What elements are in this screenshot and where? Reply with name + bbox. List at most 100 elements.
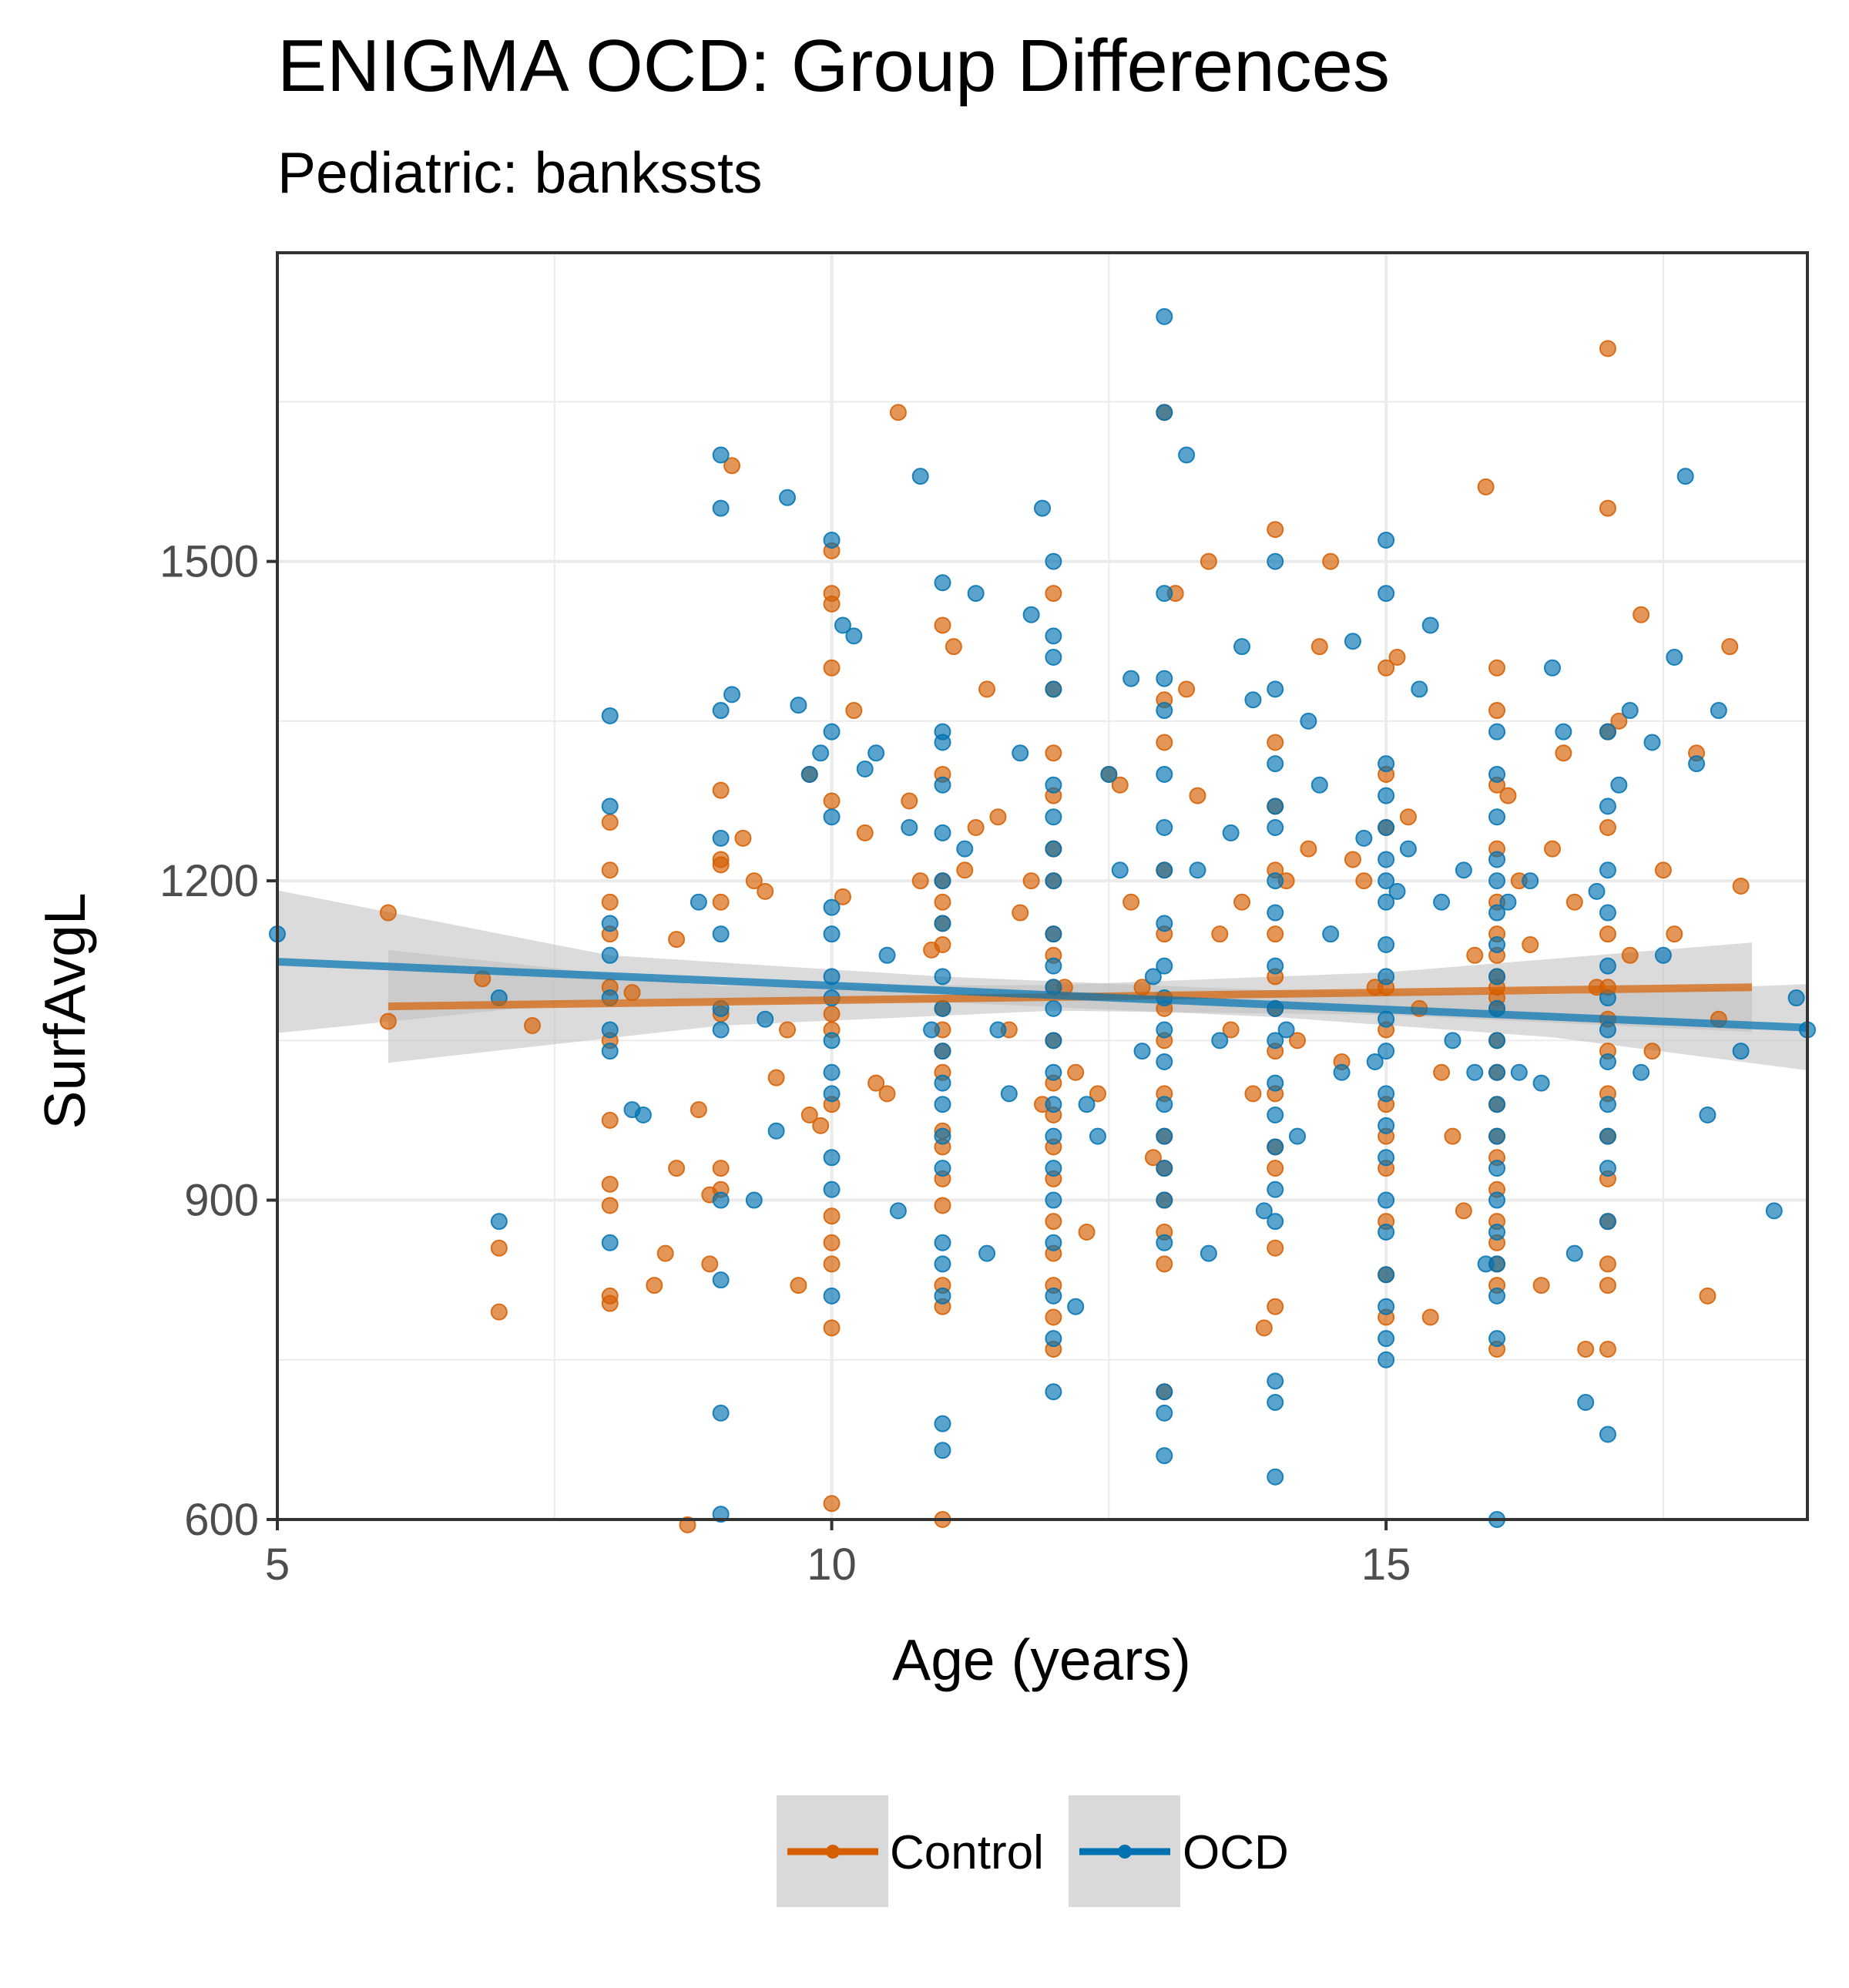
data-point-ocd	[712, 829, 730, 847]
data-point-ocd	[1488, 1287, 1506, 1305]
data-point-ocd	[967, 585, 985, 603]
data-point-ocd	[1156, 404, 1173, 421]
data-point-ocd	[1156, 307, 1173, 325]
data-point-control	[812, 1117, 830, 1134]
data-point-control	[1089, 1085, 1106, 1103]
data-point-ocd	[1000, 1085, 1018, 1103]
data-point-control	[1267, 1160, 1284, 1177]
data-point-ocd	[1267, 819, 1284, 837]
data-point-ocd	[1378, 1223, 1395, 1241]
data-point-control	[889, 404, 907, 421]
data-point-ocd	[712, 499, 730, 517]
data-point-ocd	[1378, 1117, 1395, 1134]
data-point-ocd	[1089, 1127, 1106, 1145]
data-point-ocd	[1599, 1053, 1616, 1070]
data-point-ocd	[1300, 712, 1317, 730]
data-point-control	[601, 893, 619, 911]
data-point-ocd	[1765, 1202, 1783, 1220]
x-axis-title: Age (years)	[892, 1627, 1191, 1692]
panel-border	[276, 251, 1809, 1521]
data-point-ocd	[1156, 1404, 1173, 1422]
data-point-ocd	[1411, 680, 1428, 698]
data-point-ocd	[934, 1043, 951, 1060]
data-point-control	[1499, 787, 1517, 804]
data-point-ocd	[934, 1160, 951, 1177]
data-point-ocd	[1156, 1160, 1173, 1177]
data-point-control	[878, 1085, 896, 1103]
data-point-ocd	[1333, 1063, 1351, 1081]
data-point-ocd	[1599, 1426, 1616, 1443]
data-point-ocd	[1488, 765, 1506, 783]
data-point-ocd	[1200, 1244, 1217, 1262]
data-point-control	[1433, 1063, 1451, 1081]
data-point-ocd	[1488, 723, 1506, 740]
data-point-ocd	[1488, 808, 1506, 826]
data-point-control	[1267, 1298, 1284, 1315]
data-point-ocd	[1045, 1287, 1062, 1305]
data-point-control	[1532, 1277, 1550, 1295]
data-point-ocd	[934, 1442, 951, 1459]
data-point-control	[1555, 744, 1572, 762]
data-point-control	[1599, 819, 1616, 837]
data-point-control	[1732, 878, 1750, 895]
data-point-control	[1455, 1202, 1472, 1220]
legend-key-control-point	[826, 1845, 840, 1859]
data-point-ocd	[601, 707, 619, 724]
data-point-ocd	[1378, 893, 1395, 911]
data-point-control	[1421, 1308, 1439, 1326]
data-point-control	[1144, 1149, 1162, 1167]
data-point-ocd	[1267, 680, 1284, 698]
data-point-control	[734, 829, 752, 847]
data-point-control	[1045, 1308, 1062, 1326]
chart-title: ENIGMA OCD: Group Differences	[277, 25, 1390, 107]
data-point-ocd	[823, 1032, 841, 1049]
data-point-ocd	[1156, 819, 1173, 837]
data-point-ocd	[690, 893, 707, 911]
data-point-ocd	[934, 872, 951, 890]
data-point-ocd	[934, 824, 951, 841]
data-point-control	[524, 1016, 541, 1034]
data-point-control	[1156, 734, 1173, 751]
data-point-ocd	[1488, 1223, 1506, 1241]
data-point-ocd	[1488, 872, 1506, 890]
data-point-control	[1244, 1085, 1262, 1103]
data-point-ocd	[1378, 755, 1395, 773]
data-point-control	[1211, 925, 1229, 943]
data-point-ocd	[1699, 1106, 1716, 1124]
data-point-ocd	[1421, 616, 1439, 634]
data-point-control	[1654, 861, 1672, 879]
data-point-ocd	[1378, 1010, 1395, 1028]
data-point-ocd	[934, 915, 951, 932]
data-point-ocd	[1267, 872, 1284, 890]
y-tick-label: 900	[184, 1176, 259, 1226]
data-point-ocd	[934, 734, 951, 751]
data-point-ocd	[1267, 1468, 1284, 1486]
data-point-ocd	[1488, 1160, 1506, 1177]
data-point-ocd	[1599, 798, 1616, 815]
data-point-ocd	[1045, 1330, 1062, 1348]
data-point-ocd	[934, 574, 951, 592]
data-point-ocd	[1045, 1096, 1062, 1113]
data-point-ocd	[834, 616, 851, 634]
data-point-control	[601, 1197, 619, 1214]
data-point-control	[856, 824, 874, 841]
y-axis-title: SurfAvgL	[32, 892, 97, 1129]
data-point-ocd	[1156, 765, 1173, 783]
data-point-ocd	[1211, 1032, 1229, 1049]
data-point-ocd	[1267, 1213, 1284, 1231]
data-point-control	[1156, 1255, 1173, 1273]
data-point-control	[1565, 893, 1583, 911]
data-point-ocd	[934, 1255, 951, 1273]
data-point-ocd	[1045, 776, 1062, 794]
data-point-ocd	[1344, 633, 1361, 650]
data-point-ocd	[1045, 999, 1062, 1017]
chart-subtitle: Pediatric: bankssts	[277, 140, 762, 205]
data-point-ocd	[1122, 670, 1140, 687]
data-point-ocd	[1156, 915, 1173, 932]
data-point-ocd	[1433, 893, 1451, 911]
data-point-control	[823, 659, 841, 677]
data-point-control	[823, 1495, 841, 1513]
data-point-ocd	[1045, 1383, 1062, 1401]
confidence-ribbon-ocd	[277, 890, 1807, 1071]
